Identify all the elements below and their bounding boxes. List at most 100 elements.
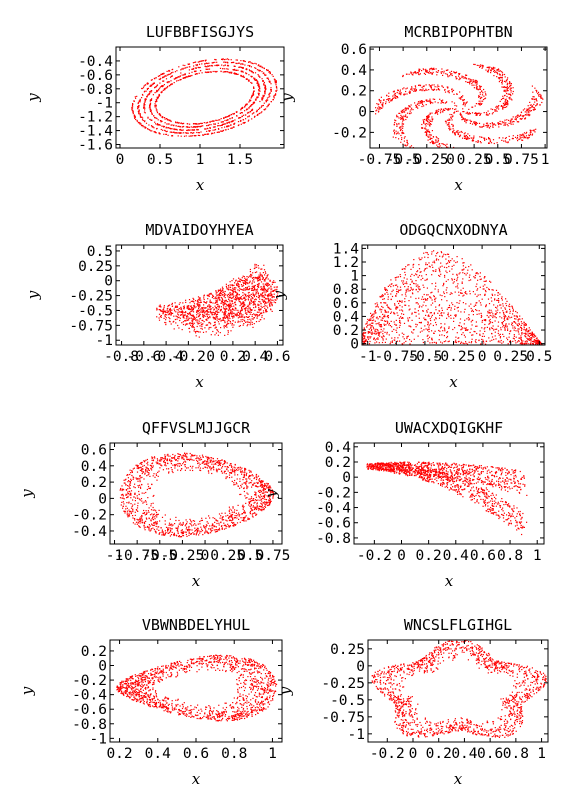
data-point bbox=[227, 303, 230, 305]
data-point bbox=[440, 262, 442, 264]
x-tick-label: -0.6 bbox=[126, 349, 161, 365]
data-point bbox=[488, 320, 490, 322]
data-point bbox=[393, 91, 395, 93]
data-point bbox=[534, 101, 536, 103]
data-point bbox=[490, 72, 492, 74]
data-point bbox=[258, 311, 260, 313]
data-point bbox=[415, 106, 417, 108]
data-point bbox=[378, 108, 380, 110]
data-point bbox=[485, 94, 487, 96]
data-point bbox=[447, 90, 449, 92]
data-point bbox=[212, 295, 214, 297]
data-point bbox=[446, 337, 448, 339]
data-point bbox=[254, 62, 256, 64]
data-point bbox=[233, 291, 235, 293]
data-point bbox=[397, 306, 399, 308]
data-point bbox=[188, 63, 190, 65]
data-point bbox=[483, 88, 485, 91]
data-point bbox=[206, 324, 209, 326]
data-point bbox=[242, 280, 244, 282]
data-point bbox=[158, 88, 160, 90]
data-point bbox=[388, 306, 390, 308]
data-point bbox=[383, 99, 385, 101]
data-point bbox=[193, 132, 195, 134]
data-point bbox=[519, 318, 521, 320]
data-point bbox=[264, 90, 266, 92]
data-point bbox=[256, 110, 258, 112]
data-point bbox=[193, 330, 195, 332]
data-point bbox=[526, 112, 528, 114]
data-point bbox=[408, 105, 411, 107]
data-point bbox=[191, 322, 193, 325]
data-point bbox=[220, 288, 222, 290]
data-point bbox=[243, 276, 245, 278]
data-point bbox=[160, 91, 162, 93]
data-point bbox=[424, 319, 426, 321]
data-point bbox=[401, 301, 403, 303]
data-point bbox=[234, 301, 236, 303]
data-point bbox=[541, 101, 543, 104]
data-point bbox=[263, 84, 265, 86]
data-point bbox=[527, 114, 529, 116]
data-point bbox=[227, 314, 229, 316]
data-point bbox=[237, 282, 239, 284]
data-point bbox=[150, 125, 153, 127]
data-point bbox=[506, 90, 508, 92]
data-point bbox=[231, 72, 233, 74]
data-point bbox=[427, 340, 429, 342]
data-point bbox=[462, 99, 464, 101]
data-point bbox=[445, 69, 447, 71]
data-point bbox=[497, 68, 500, 70]
y-tick-label: -0.25 bbox=[69, 289, 113, 305]
data-point bbox=[192, 311, 195, 313]
data-point bbox=[191, 314, 193, 317]
data-point bbox=[428, 121, 430, 123]
data-point bbox=[143, 103, 145, 105]
data-point bbox=[382, 102, 384, 104]
data-point bbox=[266, 77, 268, 79]
data-point bbox=[512, 135, 514, 137]
data-point bbox=[241, 115, 243, 117]
data-point bbox=[450, 317, 452, 319]
data-point bbox=[529, 329, 531, 331]
data-point bbox=[203, 301, 205, 303]
data-point bbox=[408, 112, 411, 114]
data-point bbox=[432, 71, 434, 73]
data-point bbox=[138, 112, 140, 114]
data-point bbox=[260, 288, 263, 290]
data-point bbox=[234, 119, 236, 121]
data-point bbox=[265, 298, 267, 300]
data-point bbox=[429, 142, 431, 144]
data-point bbox=[199, 325, 201, 327]
data-point bbox=[427, 315, 429, 317]
data-point bbox=[275, 90, 277, 92]
data-point bbox=[509, 317, 511, 319]
data-point bbox=[187, 129, 189, 131]
data-point bbox=[427, 117, 430, 119]
data-point bbox=[431, 130, 433, 132]
data-point bbox=[250, 299, 252, 301]
data-point bbox=[267, 78, 270, 80]
data-point bbox=[186, 315, 188, 317]
data-point bbox=[198, 309, 200, 311]
data-point bbox=[240, 284, 243, 286]
data-point bbox=[235, 309, 237, 311]
data-point bbox=[474, 121, 476, 123]
data-point bbox=[431, 88, 433, 91]
data-point bbox=[158, 305, 160, 307]
data-point bbox=[401, 112, 403, 114]
data-point bbox=[468, 81, 470, 83]
data-point bbox=[259, 276, 261, 278]
data-point bbox=[214, 58, 216, 61]
data-point bbox=[240, 309, 242, 311]
data-point bbox=[410, 268, 412, 270]
data-point bbox=[257, 83, 259, 85]
data-point bbox=[404, 109, 406, 111]
data-point bbox=[199, 331, 201, 333]
data-point bbox=[260, 293, 262, 295]
data-point bbox=[424, 118, 426, 121]
data-point bbox=[271, 310, 273, 312]
data-point bbox=[250, 62, 252, 64]
data-point bbox=[199, 318, 201, 320]
data-point bbox=[376, 341, 378, 343]
